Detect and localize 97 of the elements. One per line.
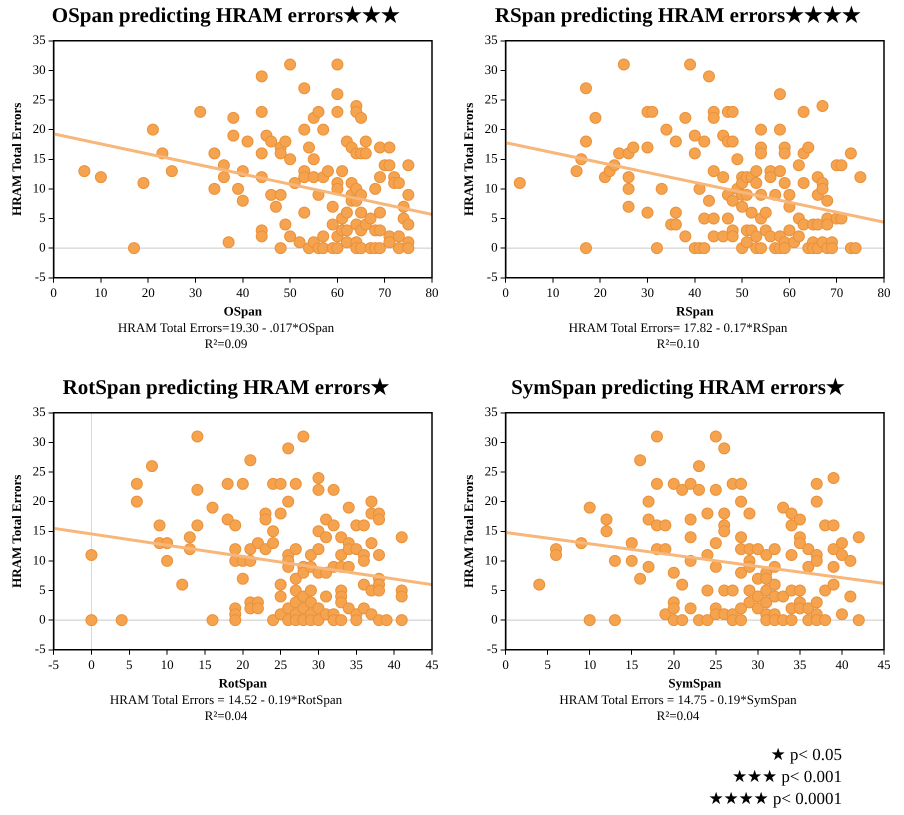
- y-tick-label: 0: [39, 612, 46, 627]
- y-tick-label: 10: [484, 552, 498, 568]
- y-tick-label: 5: [39, 582, 46, 597]
- x-tick-label: 50: [736, 285, 749, 300]
- y-tick-label: 20: [32, 493, 46, 508]
- x-tick-label: 80: [878, 285, 890, 300]
- x-tick-label: 20: [667, 657, 680, 672]
- x-tick-label: 30: [312, 657, 325, 672]
- y-tick-label: 15: [484, 522, 498, 538]
- y-axis-title: HRAM Total Errors: [461, 102, 476, 216]
- y-axis-title: HRAM Total Errors: [461, 474, 476, 588]
- y-tick-label: 0: [39, 240, 46, 255]
- x-tick-label: 70: [378, 285, 392, 300]
- x-tick-label: 10: [546, 285, 560, 300]
- x-tick-label: 20: [236, 657, 250, 672]
- x-tick-label: 25: [709, 657, 722, 672]
- x-tick-label: 30: [751, 657, 764, 672]
- y-tick-label: 10: [484, 180, 498, 196]
- x-axis-title: OSpan: [224, 304, 263, 319]
- x-tick-label: 50: [284, 285, 297, 300]
- y-tick-label: 20: [484, 121, 498, 136]
- text: ★ p< 0.05: [770, 744, 842, 766]
- x-tick-label: 15: [625, 657, 638, 672]
- x-tick-label: 5: [126, 657, 133, 672]
- y-tick-label: -5: [34, 641, 46, 656]
- x-tick-label: 30: [189, 285, 202, 300]
- x-tick-label: 15: [198, 657, 212, 672]
- y-tick-label: 35: [32, 32, 46, 48]
- text: HRAM Total Errors= 17.82 - 0.17*RSpan: [568, 320, 788, 336]
- x-axis-title: SymSpan: [668, 676, 722, 691]
- x-tick-label: 10: [583, 657, 596, 672]
- y-tick-label: 35: [484, 404, 498, 420]
- text: R²=0.04: [656, 708, 700, 724]
- x-tick-label: 10: [94, 285, 108, 300]
- x-tick-label: 25: [274, 657, 288, 672]
- y-tick-label: 30: [484, 434, 498, 449]
- y-tick-label: 5: [491, 210, 498, 225]
- x-tick-label: 70: [830, 285, 844, 300]
- x-tick-label: 40: [388, 657, 401, 672]
- x-tick-label: 45: [426, 657, 438, 672]
- chart-title: OSpan predicting HRAM errors★★★: [50, 2, 402, 29]
- y-axis-title: HRAM Total Errors: [9, 474, 24, 588]
- y-tick-label: 30: [32, 434, 46, 449]
- text: ★★★★ p< 0.0001: [708, 788, 842, 810]
- y-tick-label: 5: [39, 210, 46, 225]
- text: R²=0.04: [204, 708, 248, 724]
- text: R²=0.09: [204, 336, 248, 352]
- chart-title: RSpan predicting HRAM errors★★★★: [494, 2, 862, 29]
- x-tick-label: 40: [835, 657, 848, 672]
- y-tick-label: 10: [32, 552, 46, 568]
- x-tick-label: 40: [688, 285, 702, 300]
- y-tick-label: 30: [484, 62, 498, 77]
- x-tick-label: 20: [594, 285, 607, 300]
- chart-title: SymSpan predicting HRAM errors★: [510, 374, 846, 401]
- x-axis-title: RotSpan: [218, 676, 268, 691]
- y-tick-label: 25: [484, 463, 498, 478]
- y-tick-label: 15: [484, 150, 498, 166]
- x-tick-label: 35: [350, 657, 363, 672]
- y-tick-label: 25: [32, 463, 46, 478]
- x-tick-label: 5: [544, 657, 551, 672]
- text: HRAM Total Errors = 14.75 - 0.19*SymSpan: [558, 692, 798, 708]
- x-tick-label: 60: [782, 285, 796, 300]
- y-tick-label: -5: [486, 641, 498, 656]
- x-tick-label: 60: [330, 285, 344, 300]
- y-tick-label: 0: [491, 240, 498, 255]
- y-tick-label: 35: [32, 404, 46, 420]
- y-tick-label: 10: [32, 180, 46, 196]
- text: R²=0.10: [656, 336, 700, 352]
- x-tick-label: 20: [142, 285, 155, 300]
- x-tick-label: 40: [236, 285, 250, 300]
- text: HRAM Total Errors=19.30 - .017*OSpan: [116, 320, 336, 336]
- y-tick-label: 25: [32, 91, 46, 106]
- text: HRAM Total Errors = 14.52 - 0.19*RotSpan: [108, 692, 344, 708]
- x-tick-label: 0: [50, 285, 57, 300]
- x-tick-label: 80: [426, 285, 438, 300]
- x-tick-label: 10: [160, 657, 174, 672]
- y-tick-label: 0: [491, 612, 498, 627]
- y-tick-label: 15: [32, 522, 46, 538]
- x-tick-label: 0: [502, 657, 509, 672]
- y-tick-label: 35: [484, 32, 498, 48]
- y-tick-label: 20: [484, 493, 498, 508]
- text: ★★★ p< 0.001: [731, 766, 842, 788]
- x-axis-title: RSpan: [676, 304, 714, 319]
- y-tick-label: 30: [32, 62, 46, 77]
- x-tick-label: 0: [502, 285, 509, 300]
- y-tick-label: 15: [32, 150, 46, 166]
- x-tick-label: 30: [641, 285, 654, 300]
- y-tick-label: -5: [486, 269, 498, 284]
- y-tick-label: 5: [491, 582, 498, 597]
- y-tick-label: -5: [34, 269, 46, 284]
- chart-title: RotSpan predicting HRAM errors★: [62, 374, 390, 401]
- y-tick-label: 20: [32, 121, 46, 136]
- y-axis-title: HRAM Total Errors: [9, 102, 24, 216]
- y-tick-label: 25: [484, 91, 498, 106]
- x-tick-label: 45: [878, 657, 890, 672]
- x-tick-label: 0: [88, 657, 95, 672]
- x-tick-label: 35: [793, 657, 806, 672]
